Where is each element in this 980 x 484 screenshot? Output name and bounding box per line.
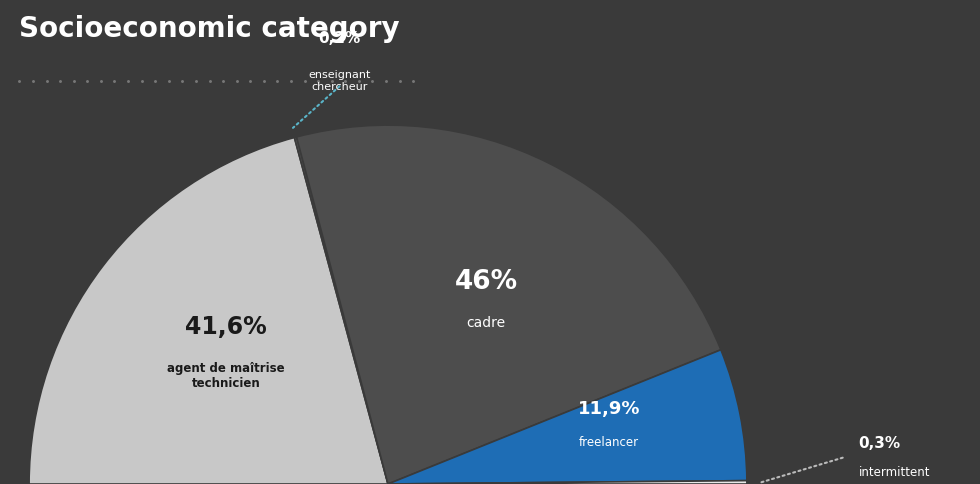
Wedge shape	[29, 138, 388, 484]
Text: 46%: 46%	[455, 268, 517, 294]
Text: 0,2%: 0,2%	[318, 31, 361, 46]
Text: enseignant
chercheur: enseignant chercheur	[309, 70, 370, 92]
Wedge shape	[297, 126, 721, 484]
Text: intermittent: intermittent	[858, 466, 930, 478]
Text: 0,3%: 0,3%	[858, 436, 901, 450]
Wedge shape	[388, 481, 747, 484]
Text: Socioeconomic category: Socioeconomic category	[20, 15, 400, 43]
Text: freelancer: freelancer	[579, 436, 639, 449]
Text: 11,9%: 11,9%	[577, 399, 640, 417]
Text: agent de maîtrise
technicien: agent de maîtrise technicien	[168, 361, 285, 389]
Text: cadre: cadre	[466, 316, 506, 329]
Wedge shape	[294, 137, 388, 484]
Text: 41,6%: 41,6%	[185, 315, 267, 339]
Wedge shape	[388, 350, 747, 484]
